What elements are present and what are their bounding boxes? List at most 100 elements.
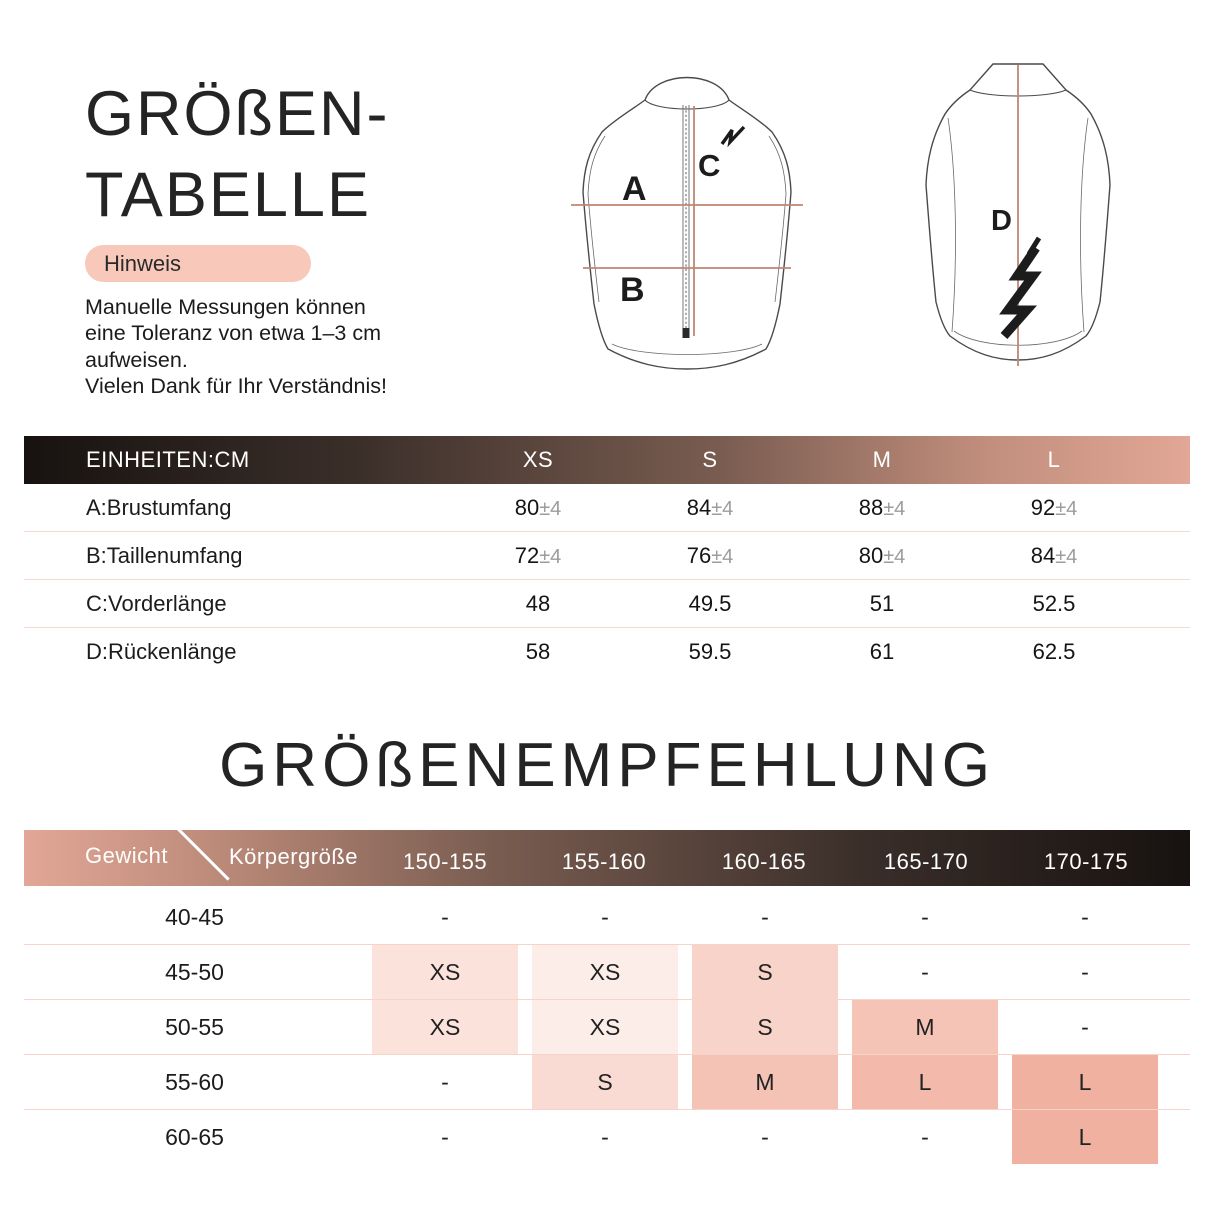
empty-cell: -	[441, 1123, 449, 1150]
measure-value: 72±4	[514, 542, 562, 568]
size-highlight: XS	[372, 945, 518, 999]
size-column-header: XS	[522, 447, 554, 472]
empty-cell: -	[1081, 903, 1089, 930]
col-axis-label: Körpergröße	[229, 843, 359, 869]
vest-back-left-seam	[948, 118, 955, 332]
tolerance-value: ±4	[1055, 497, 1078, 520]
recommendation-cell: -	[1005, 1000, 1165, 1054]
vest-front-collar-line	[645, 100, 729, 109]
empty-cell: -	[921, 903, 929, 930]
size-highlight: S	[692, 945, 838, 999]
label-C: C	[698, 148, 720, 183]
recommendation-cell: -	[845, 945, 1005, 999]
empty-cell: -	[921, 958, 929, 985]
recommendation-cell: XS	[365, 1000, 525, 1054]
recommendation-row: 45-50 XS XS S - -	[24, 944, 1190, 999]
height-column-header: 160-165	[721, 849, 807, 875]
weight-row-label: 50-55	[165, 1013, 224, 1040]
recommendation-cell: XS	[365, 945, 525, 999]
height-column-header: 150-155	[402, 849, 488, 875]
measurement-note: Manuelle Messungen können eine Toleranz v…	[85, 294, 387, 400]
page-title: GRÖßEN- TABELLE	[85, 74, 389, 235]
size-highlight: S	[692, 1000, 838, 1054]
empty-cell: -	[601, 903, 609, 930]
recommendation-cell: XS	[525, 1000, 685, 1054]
tolerance-value: ±4	[1055, 545, 1078, 568]
measure-row-label: C:Vorderlänge	[86, 590, 227, 616]
recommendation-row: 60-65 - - - - L	[24, 1109, 1190, 1164]
measure-value: 49.5	[688, 590, 732, 616]
recommendation-cell: -	[365, 890, 525, 944]
measure-value: 52.5	[1032, 590, 1076, 616]
recommendation-cell: M	[845, 1000, 1005, 1054]
measure-row: C:Vorderlänge 48 49.5 51 52.5	[24, 579, 1190, 627]
size-highlight: XS	[532, 945, 678, 999]
measure-row: A:Brustumfang 80±4 84±4 88±4 92±4	[24, 484, 1190, 531]
recommendation-cell: -	[525, 890, 685, 944]
weight-row-label: 60-65	[165, 1123, 224, 1150]
empty-cell: -	[1081, 1013, 1089, 1040]
measure-value: 62.5	[1032, 638, 1076, 664]
page-title-line1: GRÖßEN-	[85, 79, 390, 149]
hinweis-badge-label: Hinweis	[104, 250, 182, 276]
measure-value: 88±4	[858, 494, 906, 520]
measure-table-header: EINHEITEN:CM XS S M L	[24, 436, 1190, 484]
vest-front-body	[583, 78, 791, 370]
brand-lightning-icon	[999, 245, 1042, 339]
axis-divider-line	[171, 821, 230, 881]
empty-cell: -	[761, 1123, 769, 1150]
note-line: eine Toleranz von etwa 1–3 cm	[85, 321, 382, 346]
recommendation-cell: -	[365, 1055, 525, 1109]
recommendation-table-header: Gewicht Körpergröße 150-155 155-160 160-16…	[24, 821, 1190, 886]
recommendation-cell: -	[845, 890, 1005, 944]
empty-cell: -	[441, 903, 449, 930]
recommendation-title: GRÖßENEMPFEHLUNG	[219, 731, 995, 800]
recommendation-cell: -	[685, 890, 845, 944]
size-highlight: L	[852, 1055, 998, 1109]
recommendation-cell: -	[685, 1110, 845, 1164]
tolerance-value: ±4	[711, 545, 734, 568]
empty-cell: -	[441, 1068, 449, 1095]
measure-value: 92±4	[1030, 494, 1078, 520]
size-highlight: XS	[372, 1000, 518, 1054]
recommendation-cell: S	[525, 1055, 685, 1109]
size-highlight: XS	[532, 1000, 678, 1054]
measure-value: 84±4	[1030, 542, 1078, 568]
size-column-header: L	[1047, 447, 1061, 472]
recommendation-cell: -	[1005, 890, 1165, 944]
height-column-header: 170-175	[1043, 849, 1129, 875]
vest-back-diagram: D	[896, 52, 1144, 400]
note-line: Vielen Dank für Ihr Verständnis!	[85, 374, 387, 399]
size-highlight: M	[692, 1055, 838, 1109]
vest-front-left-seam	[588, 136, 605, 302]
tolerance-value: ±4	[711, 497, 734, 520]
vest-front-right-seam	[769, 136, 786, 302]
unit-header: EINHEITEN:CM	[86, 447, 250, 472]
recommendation-cell: XS	[525, 945, 685, 999]
weight-row-label: 55-60	[165, 1068, 224, 1095]
size-highlight: L	[1012, 1110, 1158, 1164]
recommendation-cell: -	[1005, 945, 1165, 999]
height-column-header: 155-160	[561, 849, 647, 875]
recommendation-cell: L	[1005, 1055, 1165, 1109]
recommendation-row: 55-60- S M L L	[24, 1054, 1190, 1109]
measure-value: 80±4	[858, 542, 906, 568]
label-B: B	[620, 271, 645, 309]
measure-value: 76±4	[686, 542, 734, 568]
recommendation-table-body: 40-45- - - - -45-50 XS XS S - -50-55 XS XS S M -55-60-…	[24, 890, 1190, 1164]
recommendation-cell: -	[525, 1110, 685, 1164]
recommendation-cell: L	[1005, 1110, 1165, 1164]
tolerance-value: ±4	[883, 545, 906, 568]
tolerance-value: ±4	[539, 497, 562, 520]
empty-cell: -	[921, 1123, 929, 1150]
recommendation-row: 50-55 XS XS S M -	[24, 999, 1190, 1054]
measure-value: 59.5	[688, 638, 732, 664]
measure-row-label: D:Rückenlänge	[86, 638, 237, 664]
recommendation-cell: S	[685, 945, 845, 999]
recommendation-cell: -	[845, 1110, 1005, 1164]
empty-cell: -	[1081, 958, 1089, 985]
weight-row-label: 40-45	[165, 903, 224, 930]
label-A: A	[622, 170, 647, 208]
measure-table-body: A:Brustumfang 80±4 84±4 88±4 92±4 B:Taillenum…	[24, 484, 1190, 675]
